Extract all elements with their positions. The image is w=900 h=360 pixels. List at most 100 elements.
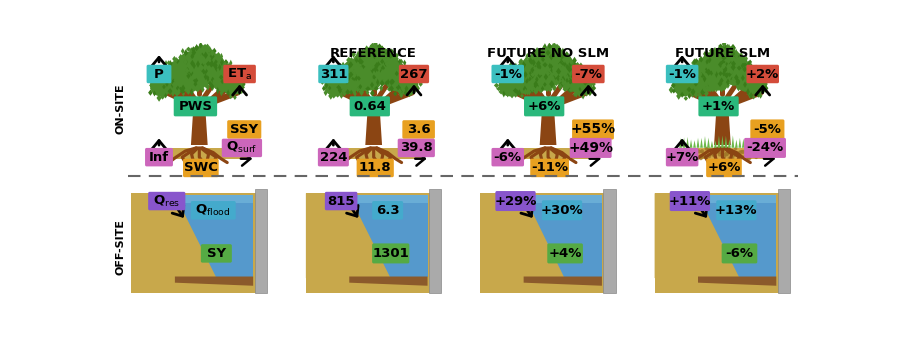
Circle shape — [210, 61, 230, 82]
Polygon shape — [182, 70, 185, 77]
Polygon shape — [344, 79, 349, 84]
Polygon shape — [536, 76, 538, 82]
Polygon shape — [174, 62, 178, 68]
Circle shape — [766, 148, 767, 149]
Polygon shape — [525, 70, 530, 75]
Polygon shape — [731, 51, 735, 56]
Circle shape — [758, 150, 760, 153]
Polygon shape — [731, 81, 735, 86]
Polygon shape — [358, 54, 362, 60]
Polygon shape — [163, 92, 167, 97]
Polygon shape — [356, 64, 359, 69]
Polygon shape — [712, 66, 716, 73]
Polygon shape — [513, 77, 517, 83]
Polygon shape — [366, 47, 370, 52]
Polygon shape — [341, 72, 346, 79]
Polygon shape — [554, 75, 559, 82]
Polygon shape — [240, 85, 245, 90]
Circle shape — [711, 153, 713, 155]
Polygon shape — [534, 77, 539, 84]
Polygon shape — [524, 75, 528, 80]
Polygon shape — [375, 66, 380, 72]
Polygon shape — [716, 47, 721, 53]
Polygon shape — [500, 148, 596, 159]
Polygon shape — [192, 49, 196, 56]
Polygon shape — [553, 42, 557, 50]
Polygon shape — [338, 86, 342, 94]
Polygon shape — [352, 72, 356, 78]
Text: 311: 311 — [320, 68, 347, 81]
Polygon shape — [206, 84, 210, 91]
Polygon shape — [556, 68, 561, 75]
Polygon shape — [172, 56, 176, 62]
Polygon shape — [701, 72, 706, 77]
Circle shape — [762, 150, 764, 152]
Polygon shape — [704, 80, 708, 86]
Circle shape — [689, 156, 691, 157]
Polygon shape — [336, 93, 340, 98]
Polygon shape — [545, 50, 551, 56]
Circle shape — [702, 156, 704, 157]
Polygon shape — [502, 91, 506, 98]
Polygon shape — [527, 76, 532, 81]
Polygon shape — [568, 78, 573, 85]
Polygon shape — [734, 67, 739, 75]
Polygon shape — [506, 91, 509, 98]
Circle shape — [728, 157, 730, 159]
Polygon shape — [513, 88, 518, 93]
Polygon shape — [518, 89, 521, 97]
Polygon shape — [680, 65, 686, 72]
Polygon shape — [728, 139, 731, 148]
Polygon shape — [386, 58, 391, 64]
Polygon shape — [687, 87, 692, 92]
Polygon shape — [743, 85, 746, 91]
Polygon shape — [207, 53, 211, 58]
Polygon shape — [582, 75, 587, 82]
Polygon shape — [374, 62, 379, 69]
Circle shape — [753, 149, 755, 151]
Polygon shape — [703, 87, 706, 92]
Polygon shape — [575, 62, 580, 68]
Circle shape — [515, 75, 533, 93]
Polygon shape — [201, 53, 204, 58]
Circle shape — [716, 148, 719, 150]
Polygon shape — [732, 70, 737, 75]
Polygon shape — [356, 87, 360, 93]
Polygon shape — [535, 47, 540, 54]
Polygon shape — [558, 58, 563, 65]
Polygon shape — [391, 66, 394, 73]
Polygon shape — [562, 48, 564, 54]
Circle shape — [718, 153, 721, 156]
Circle shape — [737, 152, 739, 154]
Polygon shape — [554, 79, 559, 85]
Polygon shape — [584, 90, 590, 96]
Polygon shape — [554, 44, 560, 49]
Polygon shape — [149, 75, 154, 82]
Polygon shape — [763, 140, 766, 148]
Circle shape — [734, 148, 736, 150]
Circle shape — [343, 60, 365, 83]
Polygon shape — [152, 148, 247, 159]
Polygon shape — [560, 66, 565, 73]
Polygon shape — [727, 70, 733, 77]
Polygon shape — [341, 74, 346, 80]
Polygon shape — [544, 71, 550, 76]
Polygon shape — [217, 66, 220, 74]
Circle shape — [700, 150, 704, 153]
Polygon shape — [223, 72, 226, 78]
Polygon shape — [381, 45, 384, 51]
FancyBboxPatch shape — [349, 96, 390, 116]
Circle shape — [692, 152, 694, 154]
Polygon shape — [322, 85, 326, 91]
FancyBboxPatch shape — [542, 200, 582, 220]
Polygon shape — [723, 66, 728, 71]
Polygon shape — [178, 54, 183, 61]
Polygon shape — [203, 82, 209, 88]
Polygon shape — [382, 75, 386, 82]
Polygon shape — [209, 76, 212, 81]
Polygon shape — [416, 85, 420, 92]
Polygon shape — [740, 77, 744, 84]
FancyBboxPatch shape — [746, 65, 779, 83]
Text: -6%: -6% — [494, 150, 522, 164]
Polygon shape — [719, 77, 724, 84]
